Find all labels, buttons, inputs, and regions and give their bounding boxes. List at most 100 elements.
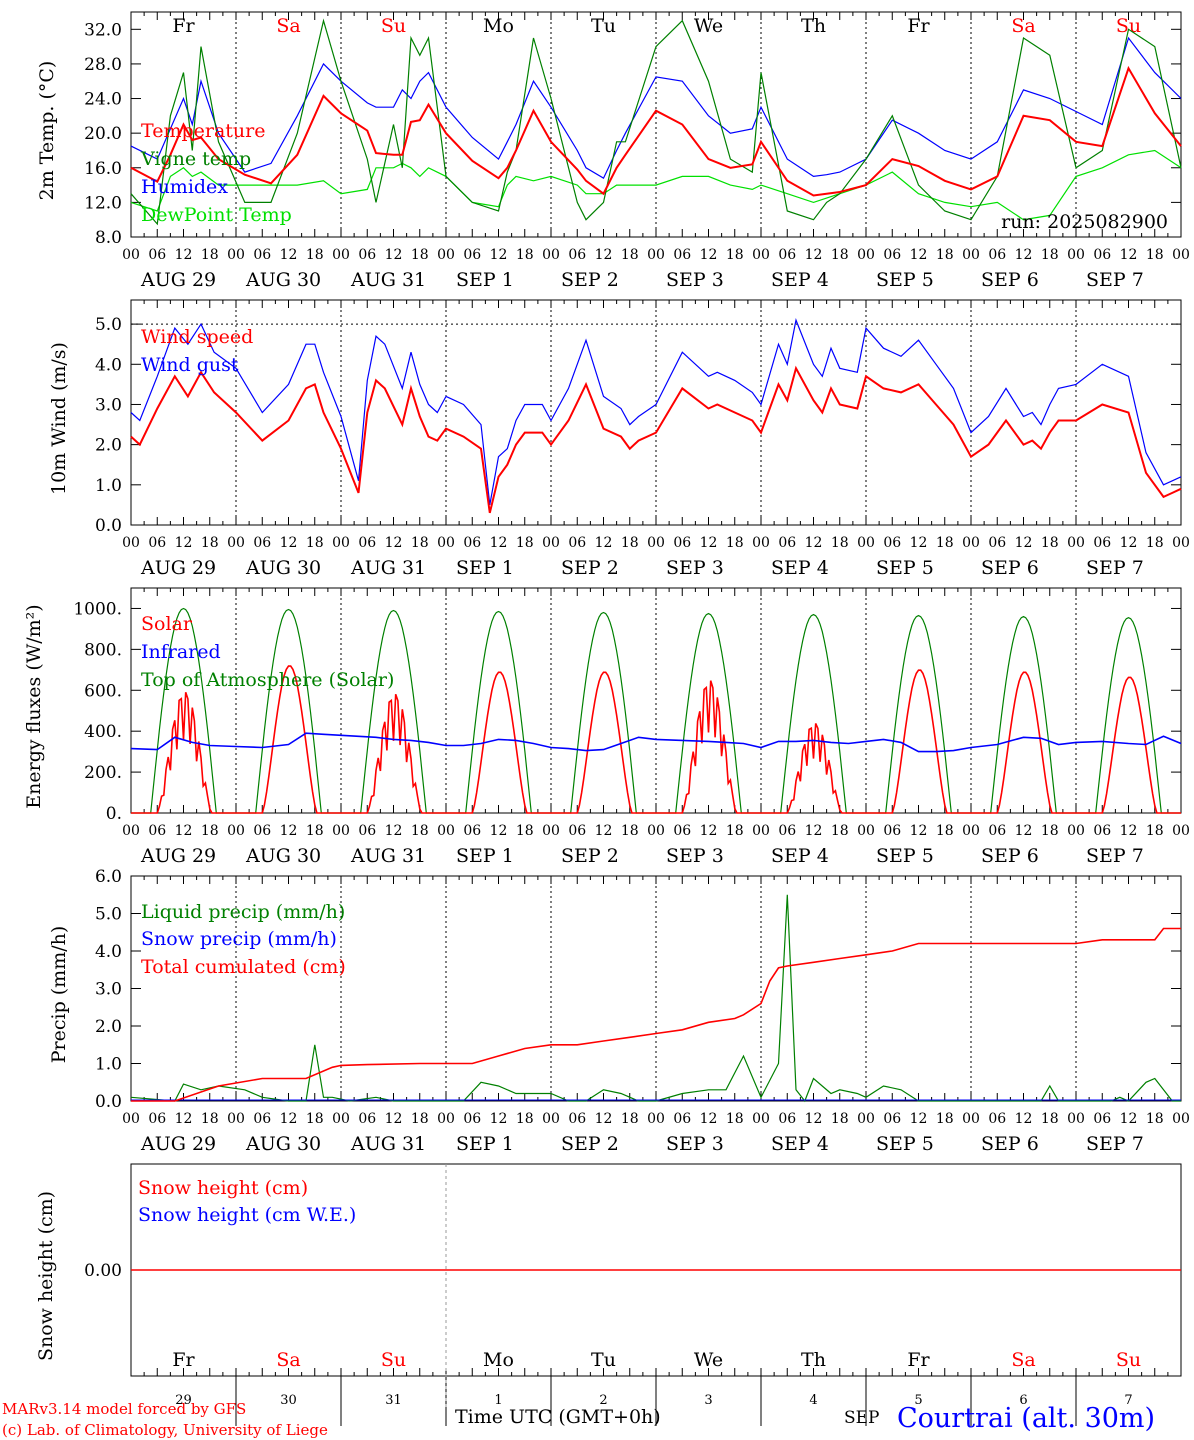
day-number-label: 4 [809, 1393, 817, 1408]
legend-entry: Snow height (cm) [138, 1177, 308, 1199]
y-tick-label: 5.0 [95, 315, 122, 335]
hour-label: 18 [936, 247, 954, 263]
hour-label: 12 [1015, 1111, 1033, 1127]
run-annotation: run: 2025082900 [1001, 211, 1168, 233]
hour-label: 00 [542, 247, 560, 263]
hour-label: 06 [988, 535, 1006, 551]
hour-label: 18 [621, 247, 639, 263]
date-label: SEP 1 [456, 845, 514, 867]
date-label: AUG 30 [245, 557, 321, 579]
time-axis-label: Time UTC (GMT+0h) [455, 1406, 661, 1428]
hour-label: 18 [831, 247, 849, 263]
hour-label: 18 [726, 247, 744, 263]
legend-entry: Liquid precip (mm/h) [141, 901, 345, 923]
hour-label: 00 [542, 823, 560, 839]
weekday-label: Sa [276, 1349, 300, 1371]
weekday-label: Tu [591, 1349, 616, 1371]
hour-label: 00 [122, 823, 140, 839]
hour-label: 18 [411, 247, 429, 263]
hour-label: 00 [437, 823, 455, 839]
hour-label: 18 [1146, 1111, 1164, 1127]
hour-label: 12 [1015, 247, 1033, 263]
hour-label: 18 [411, 535, 429, 551]
hour-label: 12 [595, 823, 613, 839]
date-label: SEP 2 [561, 1133, 619, 1155]
y-tick-label: 0.0 [95, 1092, 122, 1112]
date-label: SEP 6 [981, 269, 1039, 291]
date-label: AUG 31 [350, 557, 426, 579]
date-label: SEP 4 [771, 1133, 829, 1155]
hour-label: 00 [332, 535, 350, 551]
day-number-label: 7 [1124, 1393, 1132, 1408]
panel-3: 0. 200. 400. 600. 800. 1000. Energy fluxes (W/… [23, 587, 1190, 867]
hour-label: 06 [778, 823, 796, 839]
weekday-label: Fr [172, 15, 195, 37]
hour-label: 06 [463, 823, 481, 839]
date-label: SEP 1 [456, 269, 514, 291]
hour-label: 12 [1120, 823, 1138, 839]
series-infrared [130, 732, 1182, 753]
y-tick-label: 800. [84, 640, 122, 660]
date-label: SEP 4 [771, 269, 829, 291]
hour-label: 18 [936, 535, 954, 551]
hour-label: 18 [936, 1111, 954, 1127]
hour-label: 00 [122, 247, 140, 263]
date-label: SEP 2 [561, 269, 619, 291]
hour-label: 18 [1041, 247, 1059, 263]
hour-label: 18 [831, 535, 849, 551]
y-tick-label: 1.0 [95, 476, 122, 496]
y-tick-label: 6.0 [95, 867, 122, 887]
weekday-label: Th [801, 1349, 826, 1371]
weekday-label: Su [1116, 1349, 1141, 1371]
weekday-label: Sa [1011, 15, 1035, 37]
hour-label: 12 [700, 1111, 718, 1127]
hour-label: 00 [437, 535, 455, 551]
hour-label: 18 [621, 1111, 639, 1127]
weekday-label: Sa [276, 15, 300, 37]
hour-label: 06 [253, 247, 271, 263]
hour-label: 12 [490, 1111, 508, 1127]
hour-label: 00 [542, 535, 560, 551]
weekday-label: Mo [483, 1349, 514, 1371]
hour-label: 12 [700, 535, 718, 551]
hour-label: 18 [516, 823, 534, 839]
hour-label: 12 [175, 535, 193, 551]
weekday-label: Mo [483, 15, 514, 37]
date-label: SEP 3 [666, 557, 724, 579]
y-axis-label: Precip (mm/h) [48, 926, 70, 1064]
hour-label: 18 [201, 535, 219, 551]
hour-label: 12 [385, 823, 403, 839]
hour-label: 00 [857, 1111, 875, 1127]
hour-label: 00 [647, 247, 665, 263]
date-label: SEP 5 [876, 557, 934, 579]
y-tick-label: 8.0 [95, 228, 122, 248]
hour-label: 00 [227, 823, 245, 839]
legend-entry: Total cumulated (cm) [141, 956, 346, 978]
hour-label: 00 [332, 247, 350, 263]
hour-label: 00 [1172, 823, 1190, 839]
hour-label: 00 [752, 535, 770, 551]
hour-label: 12 [805, 535, 823, 551]
legend-entry: DewPoint Temp [141, 204, 292, 226]
day-number-label: 1 [494, 1393, 502, 1408]
date-label: SEP 7 [1086, 845, 1144, 867]
hour-label: 12 [700, 823, 718, 839]
date-label: AUG 30 [245, 845, 321, 867]
hour-label: 18 [306, 247, 324, 263]
hour-label: 06 [883, 535, 901, 551]
series-solar [131, 665, 1181, 814]
panel-4: 0.0 1.0 2.0 3.0 4.0 5.0 6.0 Precip (mm/h) 00 06 12… [48, 867, 1190, 1155]
y-tick-label: 32.0 [84, 20, 122, 40]
hour-label: 12 [595, 535, 613, 551]
y-tick-label: 0.0 [95, 516, 122, 536]
date-label: SEP 5 [876, 269, 934, 291]
hour-label: 00 [752, 247, 770, 263]
hour-label: 06 [568, 247, 586, 263]
series-vigne-temp [130, 18, 1182, 226]
date-label: SEP 4 [771, 845, 829, 867]
hour-label: 12 [385, 247, 403, 263]
hour-label: 06 [883, 1111, 901, 1127]
hour-label: 18 [306, 823, 324, 839]
hour-label: 00 [1067, 1111, 1085, 1127]
footer: MARv3.14 model forced by GFS (c) Lab. of… [2, 1400, 1155, 1439]
